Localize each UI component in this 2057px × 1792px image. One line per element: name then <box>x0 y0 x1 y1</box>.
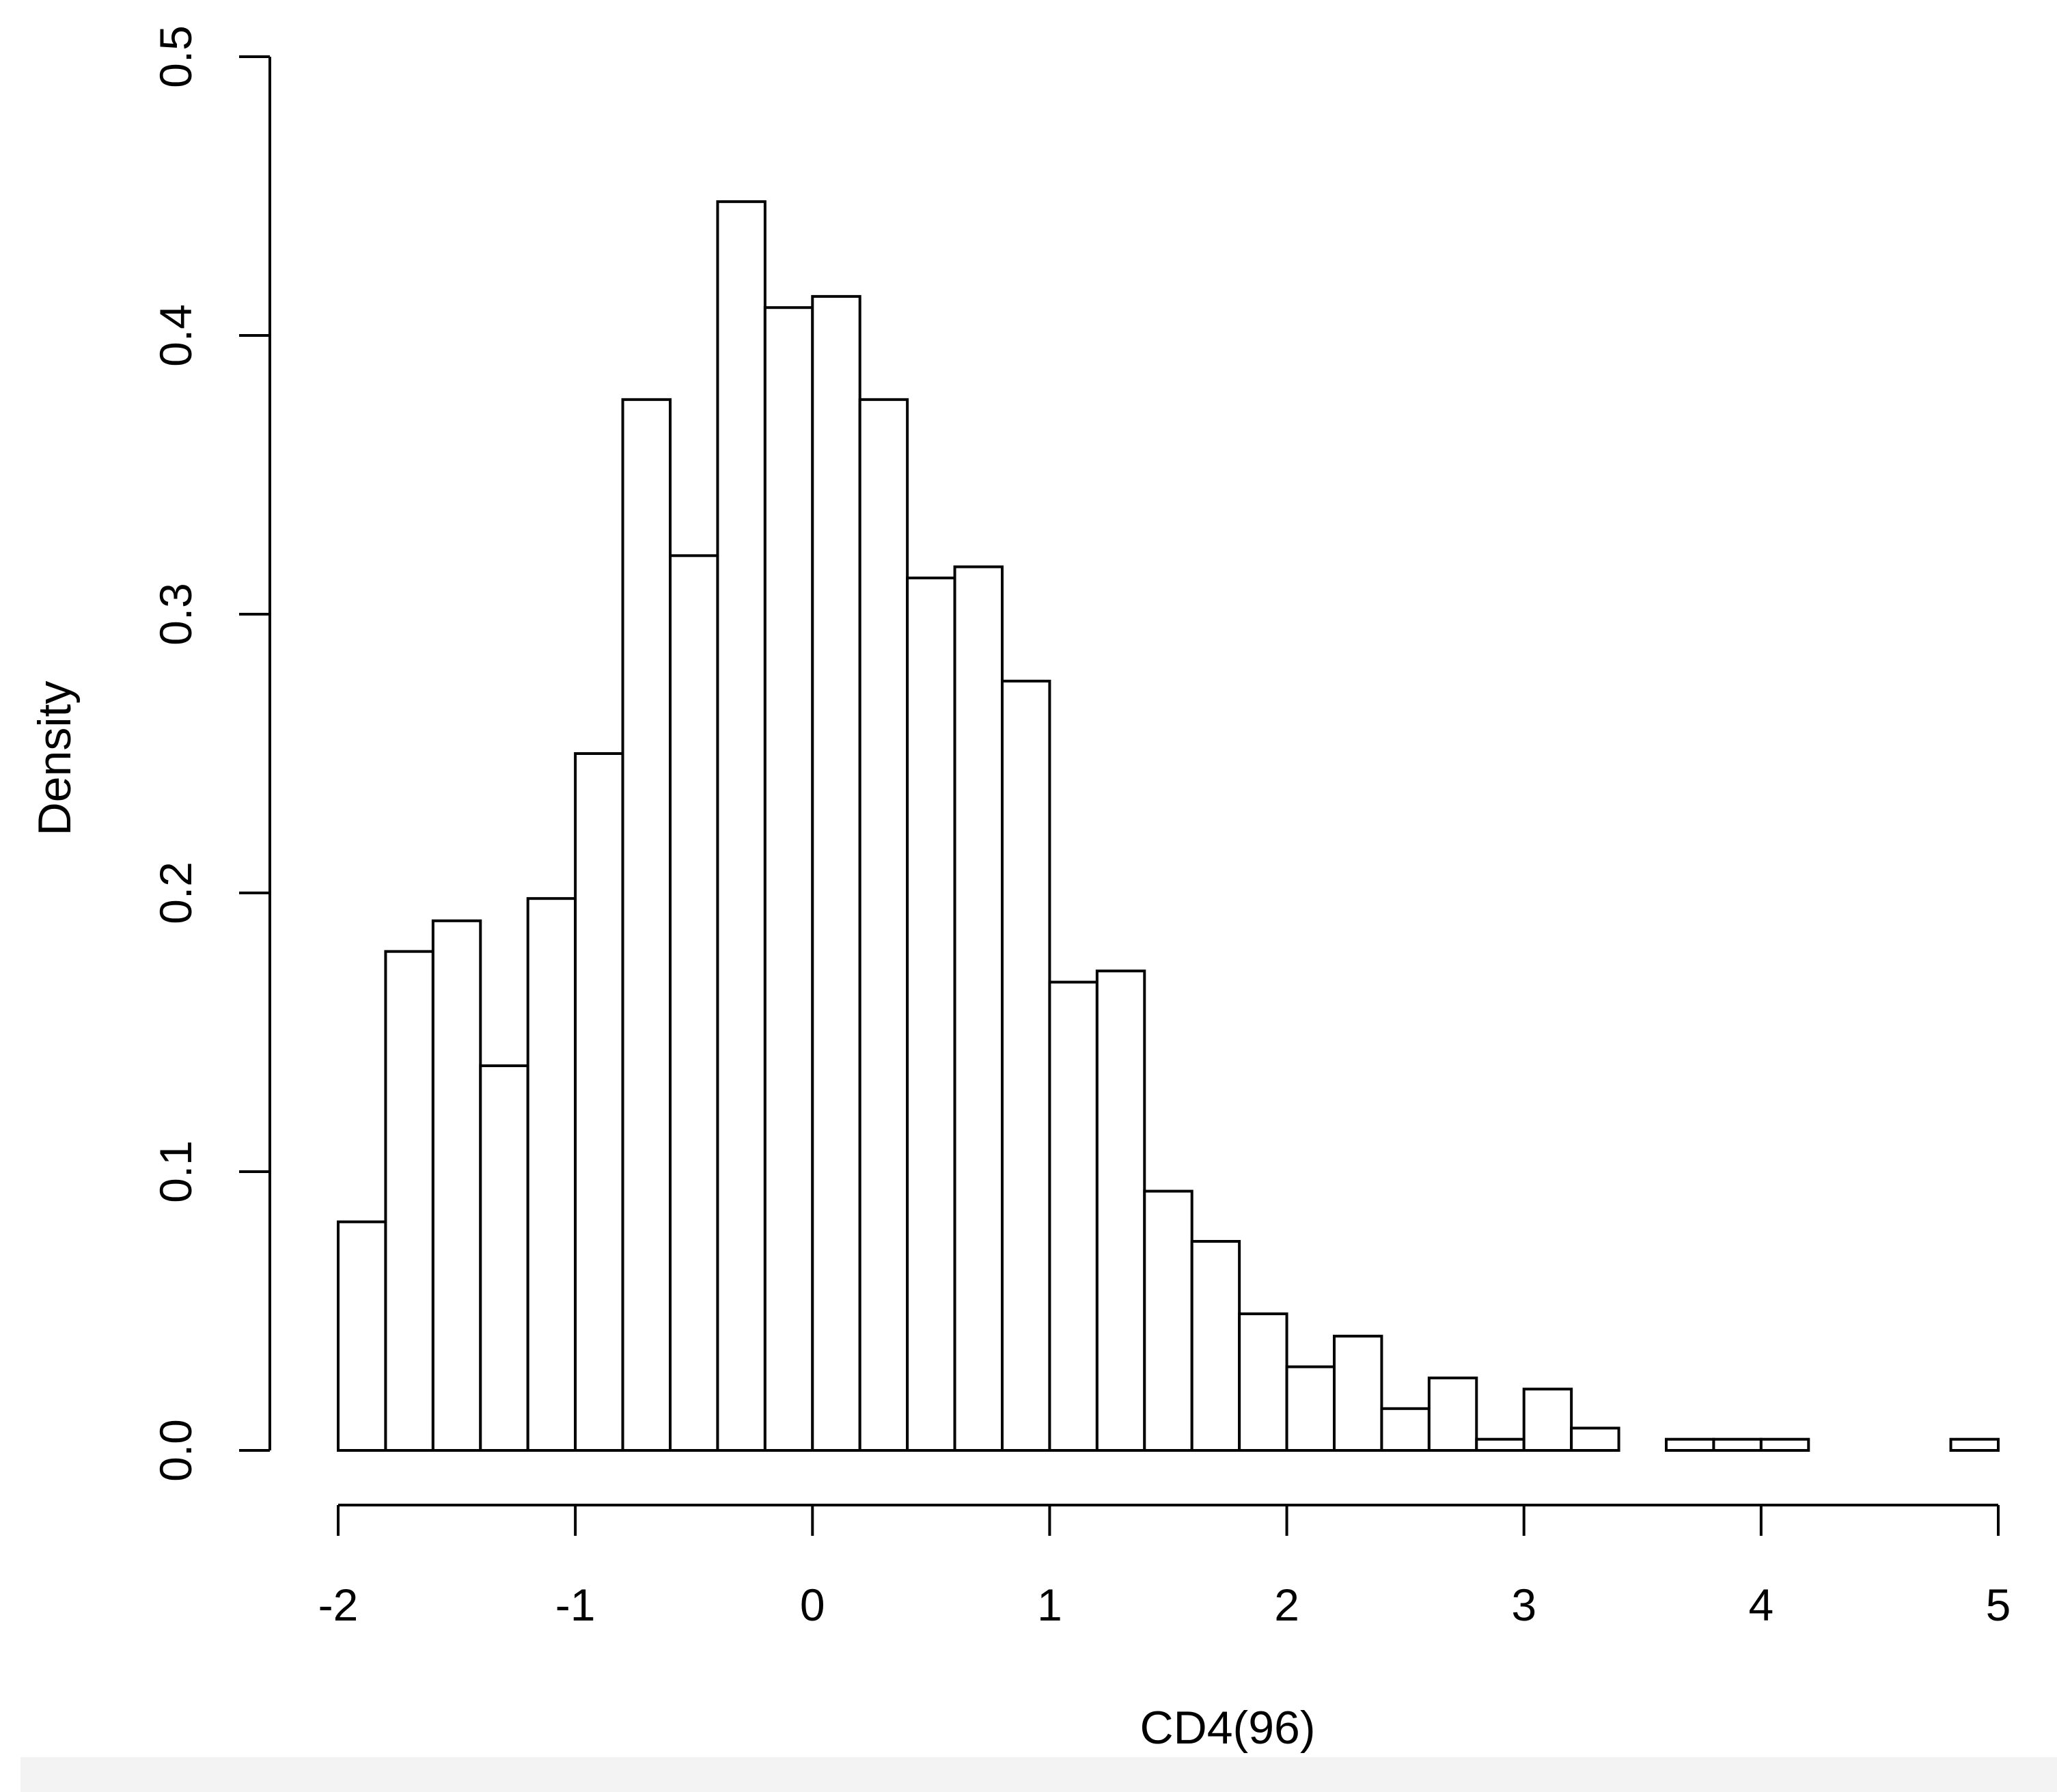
histogram-bar <box>1475 1437 1526 1452</box>
histogram-bar <box>1333 1334 1383 1452</box>
x-tick-label: 5 <box>1986 1580 2011 1630</box>
histogram-bar <box>1380 1407 1431 1452</box>
histogram-bar <box>1143 1189 1193 1452</box>
histogram-bar <box>621 398 672 1452</box>
histogram-bar <box>479 1064 529 1452</box>
bottom-strip <box>20 1757 2057 1792</box>
histogram-bar <box>431 919 482 1452</box>
histogram-bar <box>763 306 814 1452</box>
x-tick-label: 2 <box>1274 1580 1299 1630</box>
y-tick-label: 0.0 <box>150 1419 201 1482</box>
x-tick-label: 4 <box>1748 1580 1773 1630</box>
histogram-bars <box>337 200 2000 1452</box>
y-tick-label: 0.2 <box>150 861 201 924</box>
histogram-bar <box>574 752 624 1452</box>
histogram-bar <box>1285 1365 1336 1452</box>
x-tick-label: -1 <box>555 1580 596 1630</box>
histogram-bar <box>526 897 577 1452</box>
histogram-bar <box>1048 980 1099 1452</box>
y-tick-label: 0.1 <box>150 1140 201 1203</box>
histogram-bar <box>1001 679 1051 1452</box>
histogram-bar <box>1190 1240 1241 1452</box>
y-axis-label: Density <box>29 681 81 836</box>
histogram-bar <box>953 565 1004 1452</box>
histogram-bar <box>1949 1437 2000 1452</box>
histogram-bar <box>716 200 767 1452</box>
x-tick-label: 1 <box>1037 1580 1062 1630</box>
histogram-bar <box>384 950 434 1452</box>
y-axis: 0.0 0.1 0.2 0.3 0.4 0.5 <box>150 25 271 1482</box>
histogram-bar <box>669 554 719 1452</box>
histogram-bar <box>1759 1437 1810 1452</box>
histogram-bar <box>1665 1437 1715 1452</box>
y-tick-label: 0.5 <box>150 25 201 88</box>
histogram-bar <box>1238 1312 1288 1452</box>
histogram-bar <box>1570 1426 1620 1452</box>
histogram-bar <box>337 1220 387 1452</box>
histogram-bar <box>1522 1388 1573 1452</box>
x-tick-label: 0 <box>800 1580 825 1630</box>
y-tick-label: 0.4 <box>150 304 201 367</box>
x-tick-label: -2 <box>318 1580 359 1630</box>
histogram-bar <box>1712 1437 1763 1452</box>
histogram-bar <box>1427 1376 1478 1452</box>
histogram-bar <box>858 398 909 1452</box>
histogram-bar <box>1095 969 1146 1452</box>
x-tick-label: 3 <box>1511 1580 1536 1630</box>
x-axis-label: CD4(96) <box>1140 1702 1316 1754</box>
y-tick-label: 0.3 <box>150 583 201 646</box>
histogram-bar <box>811 294 861 1452</box>
x-axis: -2 -1 0 1 2 3 4 5 <box>318 1504 2011 1630</box>
histogram-bar <box>906 576 956 1452</box>
